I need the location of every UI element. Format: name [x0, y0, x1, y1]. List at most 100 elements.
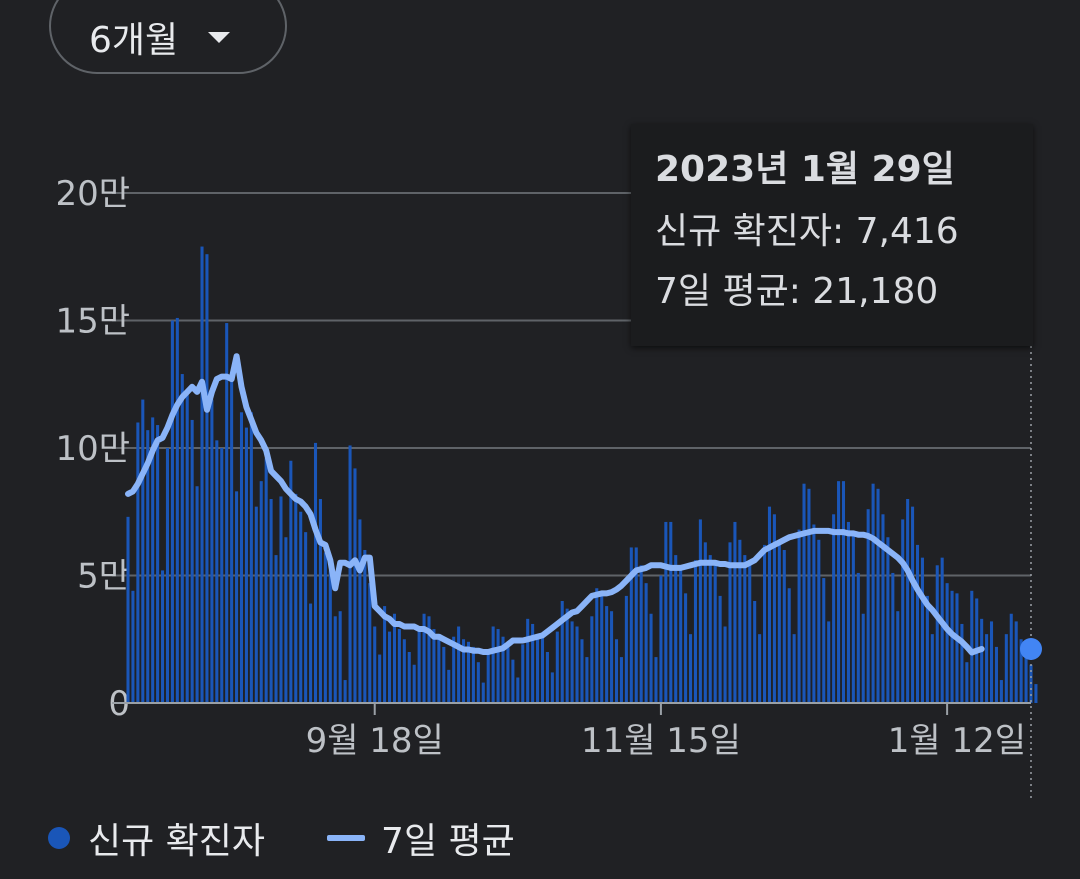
bar	[965, 662, 969, 703]
tooltip-avg-row: 7일 평균: 21,180	[655, 271, 939, 312]
bar	[674, 555, 678, 703]
bar	[634, 547, 638, 703]
bar	[772, 514, 776, 703]
bar	[837, 481, 841, 703]
bar	[748, 560, 752, 703]
bar	[506, 641, 510, 703]
bar	[131, 590, 135, 703]
bar	[841, 481, 846, 703]
bar	[980, 618, 984, 703]
bar	[225, 323, 229, 703]
bar	[827, 621, 831, 703]
bar	[294, 493, 298, 703]
bar	[851, 534, 855, 703]
bar	[619, 657, 623, 703]
bar	[190, 419, 194, 703]
bar	[146, 430, 150, 703]
bar	[536, 636, 540, 703]
bar	[521, 644, 525, 703]
bar	[950, 590, 954, 703]
bar	[600, 595, 604, 703]
bar	[723, 626, 727, 703]
bar	[970, 590, 974, 703]
bar	[170, 320, 174, 703]
bar	[452, 636, 456, 703]
bar	[920, 557, 924, 703]
legend-item-cases[interactable]: 신규 확진자	[48, 812, 265, 864]
bar	[945, 583, 949, 703]
bar	[368, 583, 372, 703]
bar	[269, 499, 273, 703]
bar	[501, 636, 505, 703]
bar	[136, 422, 140, 703]
bar	[906, 499, 910, 703]
bar	[175, 317, 179, 703]
bar	[575, 626, 579, 703]
period-dropdown[interactable]: 6개월	[49, 0, 287, 74]
bar	[526, 618, 530, 703]
bar	[205, 254, 209, 703]
bar	[289, 460, 293, 703]
x-tick-label: 11월 15일	[581, 721, 741, 761]
x-tick-label: 9월 18일	[306, 721, 444, 761]
bar	[960, 623, 964, 703]
bar	[935, 565, 939, 703]
bar	[886, 537, 890, 703]
bar	[915, 544, 920, 703]
bar	[565, 608, 569, 703]
y-tick-label: 5만	[77, 557, 130, 597]
bar	[728, 542, 732, 703]
bar	[1034, 684, 1038, 703]
bar	[684, 593, 688, 703]
bar	[481, 682, 485, 703]
bar	[693, 560, 697, 703]
bar	[239, 412, 244, 703]
bar	[1004, 634, 1008, 703]
bar	[151, 417, 155, 703]
bar	[333, 616, 337, 703]
bar	[792, 634, 796, 703]
bar	[550, 672, 554, 703]
bar	[989, 621, 994, 703]
bar	[511, 659, 515, 703]
bar	[896, 611, 900, 703]
legend-item-average[interactable]: 7일 평균	[327, 812, 515, 864]
bar	[1019, 639, 1023, 703]
tooltip-cases-label: 신규 확진자	[655, 211, 833, 252]
bar	[861, 613, 865, 703]
bar	[624, 595, 628, 703]
bar	[141, 399, 145, 703]
bar	[417, 631, 421, 703]
bar	[832, 514, 836, 703]
bar	[659, 575, 663, 703]
tooltip-date: 2023년 1월 29일	[655, 149, 955, 190]
bar	[383, 606, 387, 703]
bar	[555, 631, 559, 703]
y-tick-label: 10만	[55, 429, 130, 469]
bar	[304, 532, 308, 703]
bar	[516, 677, 520, 703]
bar	[718, 595, 722, 703]
bar	[580, 639, 584, 703]
bar	[595, 588, 599, 703]
bar	[244, 427, 248, 703]
bar	[560, 601, 564, 703]
bar	[649, 613, 653, 703]
bar	[284, 537, 288, 703]
legend-dot-icon	[48, 827, 70, 849]
bar	[432, 629, 436, 703]
bar	[738, 539, 742, 703]
bar	[644, 583, 648, 703]
bar	[318, 499, 322, 703]
bar	[763, 544, 767, 703]
bar	[713, 560, 717, 703]
tooltip-cases-value: 7,416	[855, 211, 959, 252]
bar	[309, 603, 313, 703]
period-dropdown-label: 6개월	[89, 20, 179, 61]
bar	[679, 570, 683, 703]
bar	[610, 611, 614, 703]
bar	[654, 657, 658, 703]
bar	[930, 634, 934, 703]
bar	[235, 491, 239, 703]
